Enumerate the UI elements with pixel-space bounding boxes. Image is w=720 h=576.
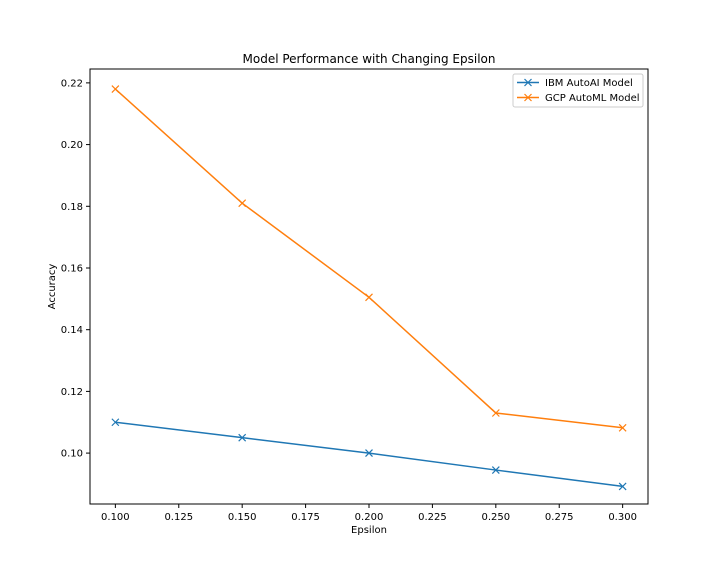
data-point-marker xyxy=(491,466,500,474)
x-axis-label: Epsilon xyxy=(351,525,387,536)
series-line-1 xyxy=(114,88,623,429)
legend-box xyxy=(512,73,644,108)
data-point-marker xyxy=(491,409,500,417)
x-tick-label: 0.300 xyxy=(608,512,637,523)
y-tick-label: 0.18 xyxy=(61,202,83,213)
x-tick-label: 0.100 xyxy=(101,512,130,523)
legend-marker xyxy=(524,78,532,87)
y-tick-label: 0.16 xyxy=(61,263,83,274)
x-tick-label: 0.275 xyxy=(545,512,574,523)
x-tick-label: 0.200 xyxy=(355,512,384,523)
plot-area xyxy=(89,68,649,505)
series-layer xyxy=(111,85,627,491)
chart-title: Model Performance with Changing Epsilon xyxy=(243,52,496,66)
y-axis: 0.10 0.12 0.14 0.16 0.18 0.20 0.22 xyxy=(61,78,90,460)
y-tick-label: 0.10 xyxy=(61,449,83,460)
data-point-marker xyxy=(238,433,247,442)
series-line-0 xyxy=(115,421,623,488)
data-point-marker xyxy=(111,85,120,93)
y-tick-label: 0.22 xyxy=(61,78,83,89)
data-point-marker xyxy=(111,418,120,427)
legend-entry: IBM AutoAI Model xyxy=(545,78,633,89)
x-tick-label: 0.150 xyxy=(228,512,257,523)
y-tick-label: 0.12 xyxy=(61,387,83,398)
data-point-marker xyxy=(238,199,247,208)
data-point-marker xyxy=(365,449,373,458)
x-tick-label: 0.225 xyxy=(418,512,447,523)
x-tick-label: 0.250 xyxy=(481,512,510,523)
y-tick-label: 0.14 xyxy=(61,325,83,336)
legend-marker xyxy=(524,93,532,102)
y-axis-label: Accuracy xyxy=(47,264,58,310)
x-axis: 0.100 0.125 0.150 0.175 0.200 0.225 0.250 0.275… xyxy=(101,504,637,523)
data-point-marker xyxy=(618,482,627,491)
legend: IBM AutoAI Model GCP AutoML Model xyxy=(512,73,644,108)
y-tick-label: 0.20 xyxy=(61,140,83,151)
x-tick-label: 0.175 xyxy=(291,512,320,523)
legend-entry: GCP AutoML Model xyxy=(545,93,640,104)
data-point-marker xyxy=(365,293,373,302)
data-point-marker xyxy=(618,423,627,432)
x-tick-label: 0.125 xyxy=(164,512,193,523)
